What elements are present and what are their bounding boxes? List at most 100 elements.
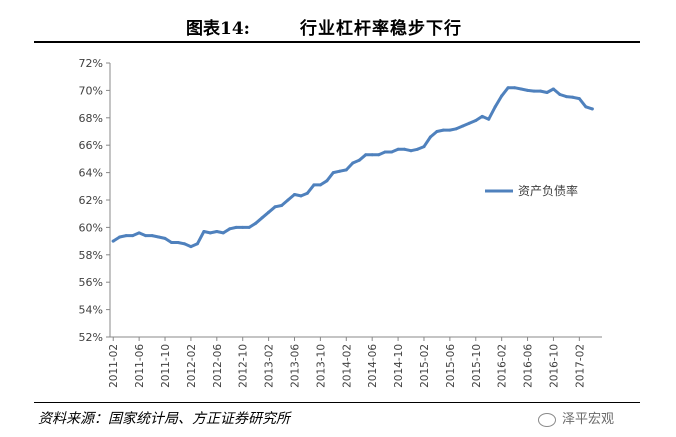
data-point xyxy=(144,234,148,238)
x-tick-label: 2016-10 xyxy=(548,344,560,388)
source-note: 资料来源：国家统计局、方正证券研究所 xyxy=(38,411,290,427)
data-point xyxy=(221,231,225,235)
figure-name: 行业杠杆率稳步下行 xyxy=(300,19,462,39)
data-point xyxy=(448,128,452,132)
y-tick-label: 54% xyxy=(79,304,103,317)
data-point xyxy=(247,225,251,229)
data-point xyxy=(215,230,219,233)
watermark-text: 泽平宏观 xyxy=(562,412,615,427)
data-point xyxy=(163,236,167,240)
data-point xyxy=(176,241,180,244)
x-tick-label: 2015-02 xyxy=(419,344,431,388)
x-tick-label: 2017-02 xyxy=(574,344,586,388)
data-point xyxy=(416,147,419,151)
data-point xyxy=(137,231,141,235)
x-tick-label: 2012-02 xyxy=(186,344,198,388)
data-point xyxy=(234,225,238,229)
top-rule xyxy=(34,41,640,43)
data-point xyxy=(318,183,322,187)
data-point xyxy=(280,204,284,207)
data-point xyxy=(441,128,445,132)
y-tick-label: 58% xyxy=(79,249,103,262)
data-point xyxy=(267,210,271,214)
data-point xyxy=(131,234,135,238)
y-tick-label: 66% xyxy=(79,139,103,152)
data-point xyxy=(364,153,368,157)
data-point xyxy=(202,230,206,233)
data-point xyxy=(351,161,355,165)
data-point xyxy=(157,235,161,239)
y-tick-label: 52% xyxy=(79,331,103,344)
x-tick-label: 2013-02 xyxy=(264,344,276,388)
y-tick-label: 56% xyxy=(79,276,103,289)
data-point xyxy=(293,193,296,196)
y-tick-label: 70% xyxy=(79,84,103,97)
x-axis: 2011-02 2011-06 2011-10 2012-02 2012-06 2012-… xyxy=(108,336,602,388)
x-tick-label: 2012-06 xyxy=(212,344,224,388)
data-point xyxy=(150,234,154,238)
data-point xyxy=(480,114,484,118)
x-tick-label: 2016-06 xyxy=(523,344,535,388)
data-point xyxy=(195,242,199,246)
x-tick-label: 2016-02 xyxy=(497,344,509,388)
data-point xyxy=(577,97,581,101)
data-point xyxy=(493,105,497,109)
data-point xyxy=(357,158,361,162)
y-axis: 52% 54% 56% 58% 60% 62% 64% 66% 68% 70% 72% xyxy=(79,57,111,344)
data-point xyxy=(428,135,432,139)
data-point xyxy=(254,221,258,225)
data-point xyxy=(111,239,115,243)
data-point xyxy=(454,127,458,131)
wechat-icon xyxy=(538,412,556,427)
data-point xyxy=(208,231,212,235)
x-tick-label: 2011-06 xyxy=(134,344,146,388)
x-tick-label: 2011-02 xyxy=(108,344,120,388)
x-tick-label: 2012-10 xyxy=(238,344,250,388)
data-point xyxy=(409,149,413,153)
x-tick-label: 2014-02 xyxy=(341,344,353,388)
data-point xyxy=(403,147,407,151)
data-point xyxy=(228,227,232,231)
data-point xyxy=(422,145,426,149)
data-point xyxy=(312,183,316,187)
data-point xyxy=(551,87,555,91)
data-point xyxy=(305,191,309,195)
data-point xyxy=(390,150,394,154)
data-point xyxy=(370,153,374,157)
data-point xyxy=(435,130,439,133)
data-point xyxy=(519,87,523,91)
data-point xyxy=(325,179,329,183)
data-point xyxy=(474,119,478,122)
x-tick-label: 2014-10 xyxy=(393,344,405,388)
y-tick-label: 72% xyxy=(79,57,103,70)
data-point xyxy=(545,91,549,94)
data-point xyxy=(241,225,245,229)
data-point xyxy=(124,234,128,238)
watermark: 泽平宏观 xyxy=(538,408,614,427)
data-point xyxy=(286,198,290,202)
legend: 资产负债率 xyxy=(485,183,578,198)
figure-number: 图表14: xyxy=(186,19,250,39)
data-point xyxy=(532,89,536,93)
data-point xyxy=(182,242,186,246)
y-tick-label: 62% xyxy=(79,194,103,207)
data-point xyxy=(564,95,568,99)
data-point xyxy=(506,86,510,90)
y-tick-label: 64% xyxy=(79,167,103,180)
data-point xyxy=(170,241,173,244)
data-point xyxy=(344,168,348,172)
data-point xyxy=(513,86,517,90)
data-point xyxy=(500,94,504,98)
data-point xyxy=(584,105,588,109)
y-tick-label: 68% xyxy=(79,112,103,125)
series-line-资产负债率 xyxy=(111,86,594,249)
data-point xyxy=(467,121,471,125)
data-point xyxy=(526,88,530,92)
data-point xyxy=(383,150,387,154)
line-chart: 52% 54% 56% 58% 60% 62% 64% 66% 68% 70% 72% 2011-0… xyxy=(79,57,602,388)
data-point xyxy=(260,216,264,220)
data-point xyxy=(377,153,381,157)
data-point xyxy=(273,205,277,209)
data-point xyxy=(396,147,400,151)
data-point xyxy=(571,95,575,99)
